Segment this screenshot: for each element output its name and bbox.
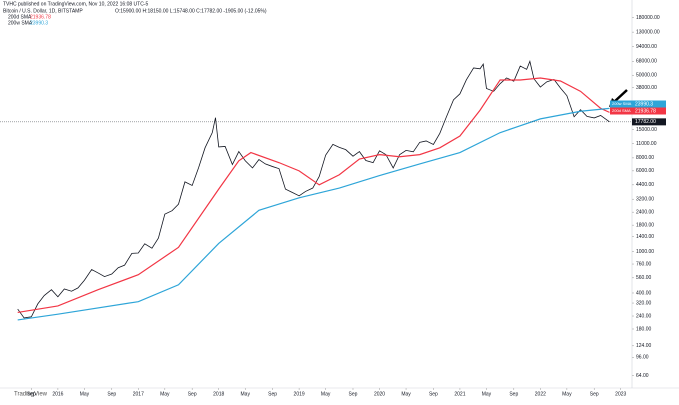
sma-badge-value: 21936.78 xyxy=(635,108,656,114)
x-tick-label: 2019 xyxy=(294,391,305,397)
y-tick-label: 1400.00 xyxy=(636,234,654,240)
y-tick-label: 38000.00 xyxy=(636,85,657,91)
arrow xyxy=(613,89,628,103)
x-tick-label: May xyxy=(241,391,251,397)
y-tick-label: 94000.00 xyxy=(636,44,657,50)
x-tick-label: Sep xyxy=(590,391,599,397)
watermark: TradingView xyxy=(14,392,48,398)
y-tick-label: 130000.00 xyxy=(636,29,660,35)
y-tick-label: 1000.00 xyxy=(636,249,654,255)
y-tick-label: 8000.00 xyxy=(636,155,654,161)
y-tick-label: 240.00 xyxy=(636,313,652,319)
sma-badge-name: 200w SMA xyxy=(612,101,632,106)
y-tick-label: 1800.00 xyxy=(636,222,654,228)
legend-value: 23990.3 xyxy=(30,20,48,26)
y-tick-label: 180000.00 xyxy=(636,15,660,21)
x-tick-label: 2016 xyxy=(52,391,63,397)
x-tick-label: 2020 xyxy=(374,391,385,397)
y-tick-label: 64.00 xyxy=(636,373,649,379)
x-tick-label: Sep xyxy=(268,391,277,397)
x-tick-label: Sep xyxy=(107,391,116,397)
x-tick-label: May xyxy=(321,391,331,397)
legend-name: 200d SMA xyxy=(8,14,32,20)
sma-line xyxy=(17,107,610,321)
x-tick-label: Sep xyxy=(509,391,518,397)
sma-value-badge xyxy=(632,100,666,108)
x-tick-label: Sep xyxy=(429,391,438,397)
y-tick-label: 760.00 xyxy=(636,261,652,267)
sma-badge xyxy=(610,100,632,108)
y-tick-label: 15000.00 xyxy=(636,127,657,133)
sma-badge-name: 200d SMA xyxy=(612,108,631,113)
price-badge-label: 17782.00 xyxy=(635,119,656,125)
sma-line xyxy=(17,77,610,314)
x-tick-label: Sep xyxy=(188,391,197,397)
y-tick-label: 50000.00 xyxy=(636,73,657,79)
y-tick-label: 320.00 xyxy=(636,300,652,306)
x-tick-label: 2017 xyxy=(133,391,144,397)
price-badge xyxy=(632,118,666,126)
y-tick-label: 4400.00 xyxy=(636,182,654,188)
y-tick-label: 6000.00 xyxy=(636,168,654,174)
y-tick-label: 96.00 xyxy=(636,355,649,361)
x-tick-label: Sep xyxy=(27,391,36,397)
x-tick-label: May xyxy=(401,391,411,397)
sma-badge-value: 23990.3 xyxy=(635,101,653,107)
x-tick-label: May xyxy=(80,391,90,397)
symbol: Bitcoin / U.S. Dollar, 1D, BITSTAMP xyxy=(3,8,83,14)
y-tick-label: 180.00 xyxy=(636,326,652,332)
x-tick-label: May xyxy=(160,391,170,397)
y-tick-label: 560.00 xyxy=(636,275,652,281)
legend-value: 21936.78 xyxy=(30,14,51,20)
y-tick-label: 3200.00 xyxy=(636,197,654,203)
x-tick-label: 2022 xyxy=(535,391,546,397)
y-tick-label: 2400.00 xyxy=(636,210,654,216)
sma-badge xyxy=(610,107,632,115)
y-tick-label: 124.00 xyxy=(636,343,652,349)
x-tick-label: May xyxy=(482,391,492,397)
x-tick-label: 2021 xyxy=(454,391,465,397)
ohlc: O:15900.00 H:18150.00 L:15748.00 C:17782… xyxy=(115,8,267,14)
x-tick-label: Sep xyxy=(349,391,358,397)
publisher: TVHC published on TradingView.com, Nov 1… xyxy=(3,1,148,7)
sma-value-badge xyxy=(632,107,666,115)
x-tick-label: 2023 xyxy=(615,391,626,397)
x-tick-label: May xyxy=(562,391,572,397)
y-tick-label: 11000.00 xyxy=(636,141,657,147)
legend-name: 200w SMA xyxy=(8,20,33,26)
y-tick-label: 400.00 xyxy=(636,290,652,296)
x-tick-label: 2018 xyxy=(213,391,224,397)
y-tick-label: 68000.00 xyxy=(636,59,657,65)
